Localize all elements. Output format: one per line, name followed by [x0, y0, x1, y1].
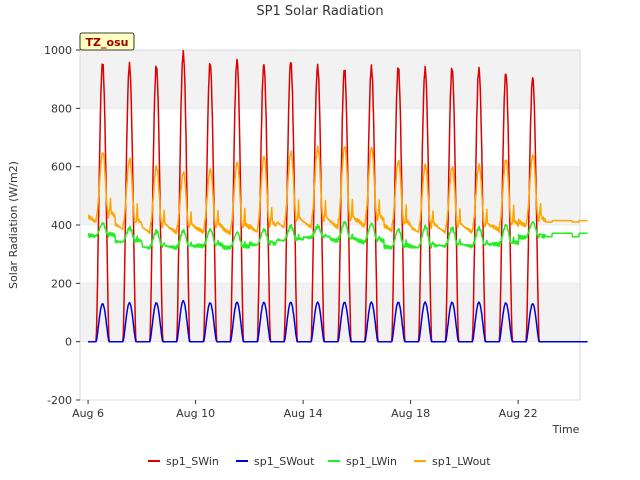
legend-item-sp1_SWin: sp1_SWin [148, 455, 219, 468]
y-tick-label: 200 [51, 277, 72, 290]
legend-item-sp1_LWin: sp1_LWin [328, 455, 397, 468]
legend-label: sp1_SWout [254, 455, 315, 468]
site-badge: TZ_osu [79, 32, 135, 51]
y-axis-label: Solar Radiation (W/m2) [7, 161, 20, 289]
series-line-sp1_LWout [87, 145, 588, 236]
series-line-sp1_LWin [87, 221, 588, 251]
y-axis-ticks: -200 0 200 400 600 800 1000 [44, 44, 80, 407]
legend: sp1_SWin sp1_SWout sp1_LWin sp1_LWout [148, 455, 491, 468]
x-axis-ticks: Aug 6 Aug 10 Aug 14 Aug 18 Aug 22 [72, 400, 538, 420]
series-line-sp1_SWout [87, 299, 588, 343]
legend-label: sp1_SWin [166, 455, 219, 468]
x-tick-label: Aug 10 [176, 407, 215, 420]
x-axis-label: Time [552, 423, 580, 436]
legend-label: sp1_LWout [432, 455, 491, 468]
series-layer [87, 49, 588, 343]
y-tick-label: 600 [51, 161, 72, 174]
x-tick-label: Aug 22 [499, 407, 538, 420]
y-tick-label: 800 [51, 102, 72, 115]
site-badge-label: TZ_osu [86, 36, 129, 49]
x-tick-label: Aug 18 [391, 407, 430, 420]
y-tick-label: -200 [47, 394, 72, 407]
x-tick-label: Aug 6 [72, 407, 104, 420]
legend-item-sp1_LWout: sp1_LWout [414, 455, 491, 468]
chart-title: SP1 Solar Radiation [256, 4, 383, 19]
grid-band [80, 50, 580, 109]
legend-item-sp1_SWout: sp1_SWout [236, 455, 315, 468]
x-tick-label: Aug 14 [284, 407, 323, 420]
grid-band [80, 283, 580, 342]
y-tick-label: 400 [51, 219, 72, 232]
y-tick-label: 0 [65, 336, 72, 349]
y-tick-label: 1000 [44, 44, 72, 57]
legend-label: sp1_LWin [346, 455, 397, 468]
